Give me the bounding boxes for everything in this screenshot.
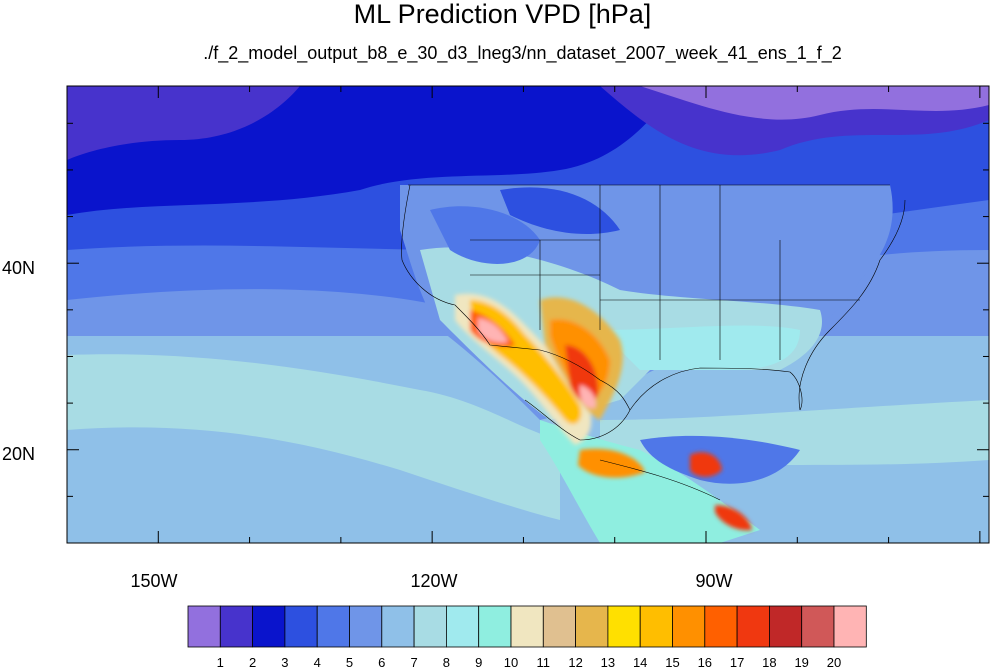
colorbar-tick-label: 6 xyxy=(378,655,386,670)
colorbar-swatch xyxy=(833,605,867,648)
colorbar-tick-label: 18 xyxy=(762,655,777,670)
colorbar-swatch xyxy=(445,605,480,648)
colorbar-tick-label: 20 xyxy=(826,655,842,670)
colorbar-tick-label: 3 xyxy=(281,655,289,670)
plot-frame xyxy=(66,85,990,544)
map-subtitle: ./f_2_model_output_b8_e_30_d3_lneg3/nn_d… xyxy=(203,43,842,63)
colorbar-tick-label: 17 xyxy=(729,655,745,670)
lat-label-20n: 20N xyxy=(2,444,36,464)
lat-label-40n: 40N xyxy=(2,258,36,278)
colorbar-tick-label: 14 xyxy=(632,655,648,670)
colorbar-tick-label: 9 xyxy=(475,655,483,670)
colorbar-tick-label: 16 xyxy=(697,655,713,670)
colorbar-swatch xyxy=(478,605,512,648)
colorbar-tick-label: 2 xyxy=(248,655,257,670)
lon-label-90w: 90W xyxy=(695,571,733,591)
colorbar-tick-label: 1 xyxy=(216,655,224,670)
colorbar xyxy=(187,605,867,648)
colorbar-swatch xyxy=(510,605,544,648)
colorbar-swatch xyxy=(736,605,770,648)
colorbar-tick-label: 4 xyxy=(313,655,321,670)
map-title: ML Prediction VPD [hPa] xyxy=(353,0,652,29)
colorbar-tick-label: 7 xyxy=(410,655,418,670)
colorbar-swatch xyxy=(316,605,350,648)
colorbar-tick-label: 15 xyxy=(665,655,680,670)
colorbar-swatch xyxy=(349,605,383,648)
colorbar-swatch xyxy=(252,605,286,648)
colorbar-tick-label: 19 xyxy=(794,655,809,670)
colorbar-tick-label: 12 xyxy=(568,655,583,670)
colorbar-tick-label: 10 xyxy=(503,655,519,670)
colorbar-swatch xyxy=(575,605,609,648)
colorbar-tick-label: 5 xyxy=(345,655,354,670)
colorbar-tick-label: 13 xyxy=(600,655,616,670)
vpd-field xyxy=(67,86,989,543)
colorbar-swatch xyxy=(284,605,318,648)
colorbar-tick-label: 8 xyxy=(442,655,450,670)
colorbar-swatch xyxy=(769,605,803,648)
boundary-lines xyxy=(401,184,906,501)
colorbar-swatch xyxy=(639,605,673,648)
colorbar-swatch xyxy=(607,605,641,648)
colorbar-swatch xyxy=(413,605,447,648)
colorbar-swatch xyxy=(542,605,576,648)
colorbar-swatch xyxy=(187,605,221,648)
lon-label-150w: 150W xyxy=(130,571,178,591)
colorbar-swatch xyxy=(704,605,738,648)
lon-label-120w: 120W xyxy=(410,571,458,591)
colorbar-swatch xyxy=(219,605,254,648)
colorbar-swatch xyxy=(672,605,706,648)
colorbar-swatch xyxy=(381,605,415,648)
colorbar-tick-label: 11 xyxy=(536,655,551,670)
axis-ticks xyxy=(67,86,989,543)
colorbar-swatch xyxy=(801,605,835,648)
